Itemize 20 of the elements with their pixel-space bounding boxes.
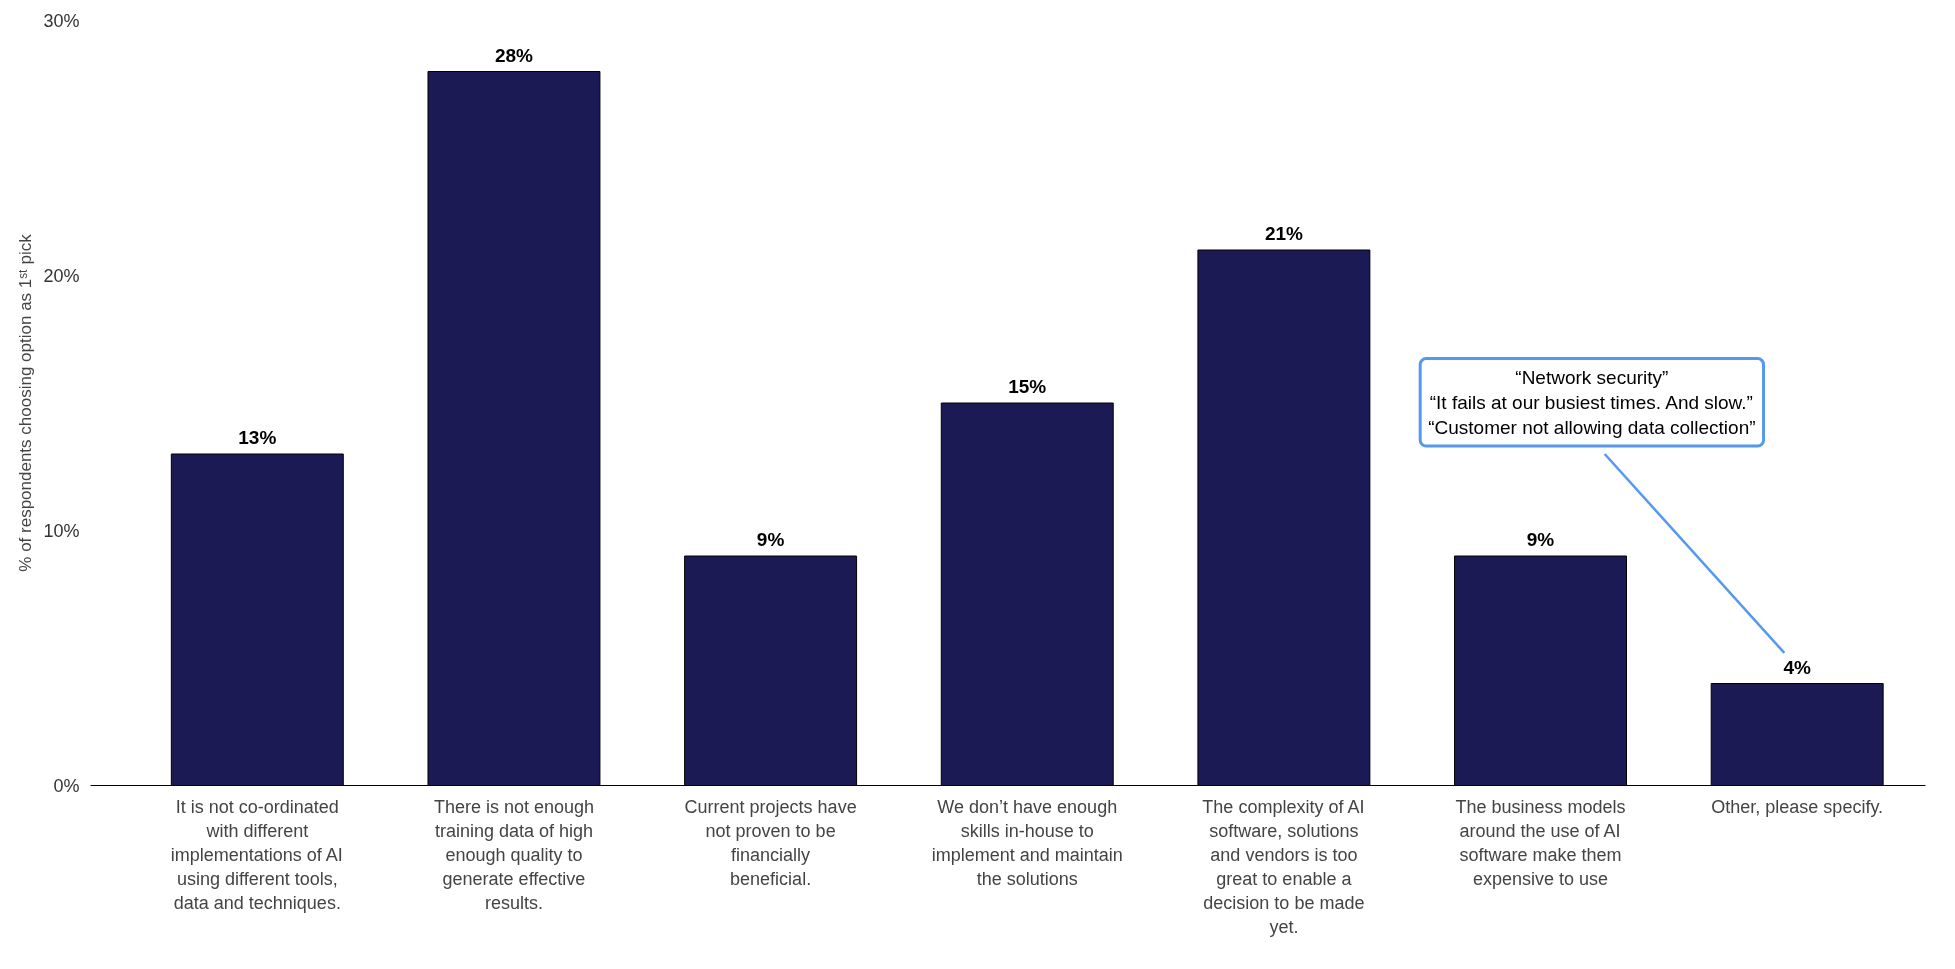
data-label: 9% [1526,529,1555,550]
x-tick-label: We don’t have enough skills in-house to implement and maintain the solutions [931,796,1123,889]
x-tick-label: The complexity of AI software, solutions and vendors is too great to enable a decision to be made yet. [1202,796,1365,937]
annotation: “Network security” “It fails at our busiest times. And slow.” “Customer not allowing data collection” [1428,366,1756,438]
y-tick-label: 0% [53,775,80,796]
y-axis-title: % of respondents choosing option as 1ˢᵗ pick [16,233,36,572]
data-label: 13% [238,427,277,448]
y-tick-label: 10% [43,520,80,541]
y-tick-label: 20% [43,265,80,286]
x-tick-label: Current projects have not proven to be financially beneficial. [684,796,857,889]
data-label: 9% [756,529,785,550]
x-tick-label: The business models around the use of AI software make them expensive to use [1455,796,1626,889]
x-tick-label: Other, please specify. [1711,796,1884,817]
x-tick-label: There is not enough training data of high enough quality to generate effective results. [433,796,595,913]
data-label: 28% [494,44,534,66]
data-label: 4% [1783,656,1812,678]
data-label: 21% [1264,223,1304,244]
data-label: 15% [1008,376,1047,397]
x-tick-label: It is not co-ordinated with different implementations of AI using different tools, data and techniques. [170,796,343,913]
y-tick-label: 30% [43,10,80,31]
